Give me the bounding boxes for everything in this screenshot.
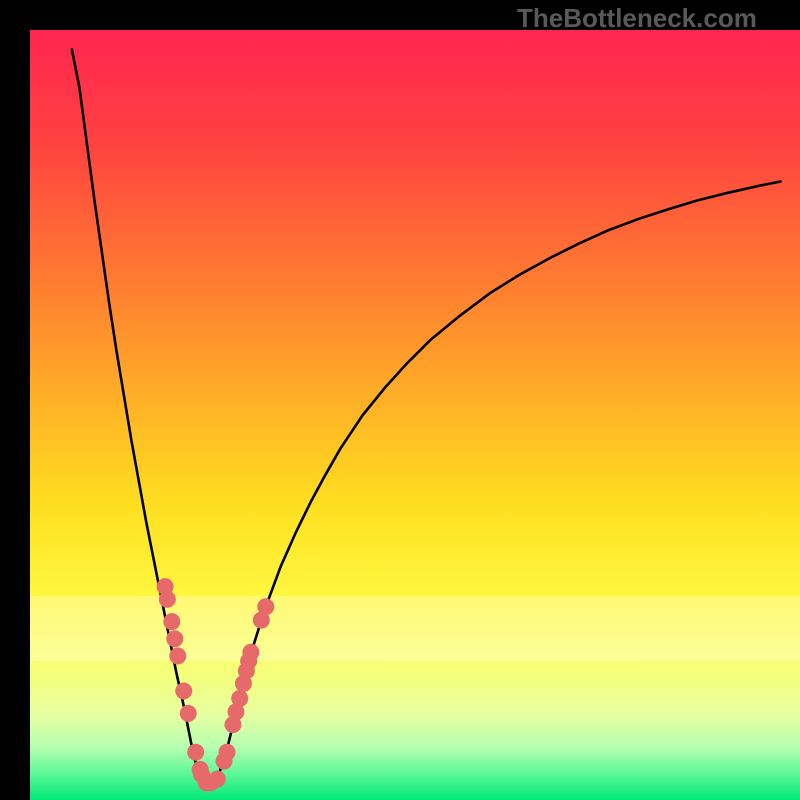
gradient-background	[30, 30, 800, 800]
data-dot	[180, 705, 197, 722]
data-dot	[257, 598, 274, 615]
data-dot	[163, 613, 180, 630]
data-dot	[231, 690, 248, 707]
plot-area	[30, 30, 800, 800]
chart-svg	[30, 30, 800, 800]
data-dot	[242, 644, 259, 661]
data-dot	[169, 647, 186, 664]
data-dot	[175, 683, 192, 700]
data-dot	[166, 630, 183, 647]
watermark-text: TheBottleneck.com	[517, 3, 757, 34]
highlight-band	[30, 596, 800, 661]
data-dot	[159, 591, 176, 608]
data-dot	[219, 744, 236, 761]
data-dot	[209, 771, 226, 788]
chart-frame: TheBottleneck.com	[0, 0, 800, 800]
data-dot	[187, 744, 204, 761]
